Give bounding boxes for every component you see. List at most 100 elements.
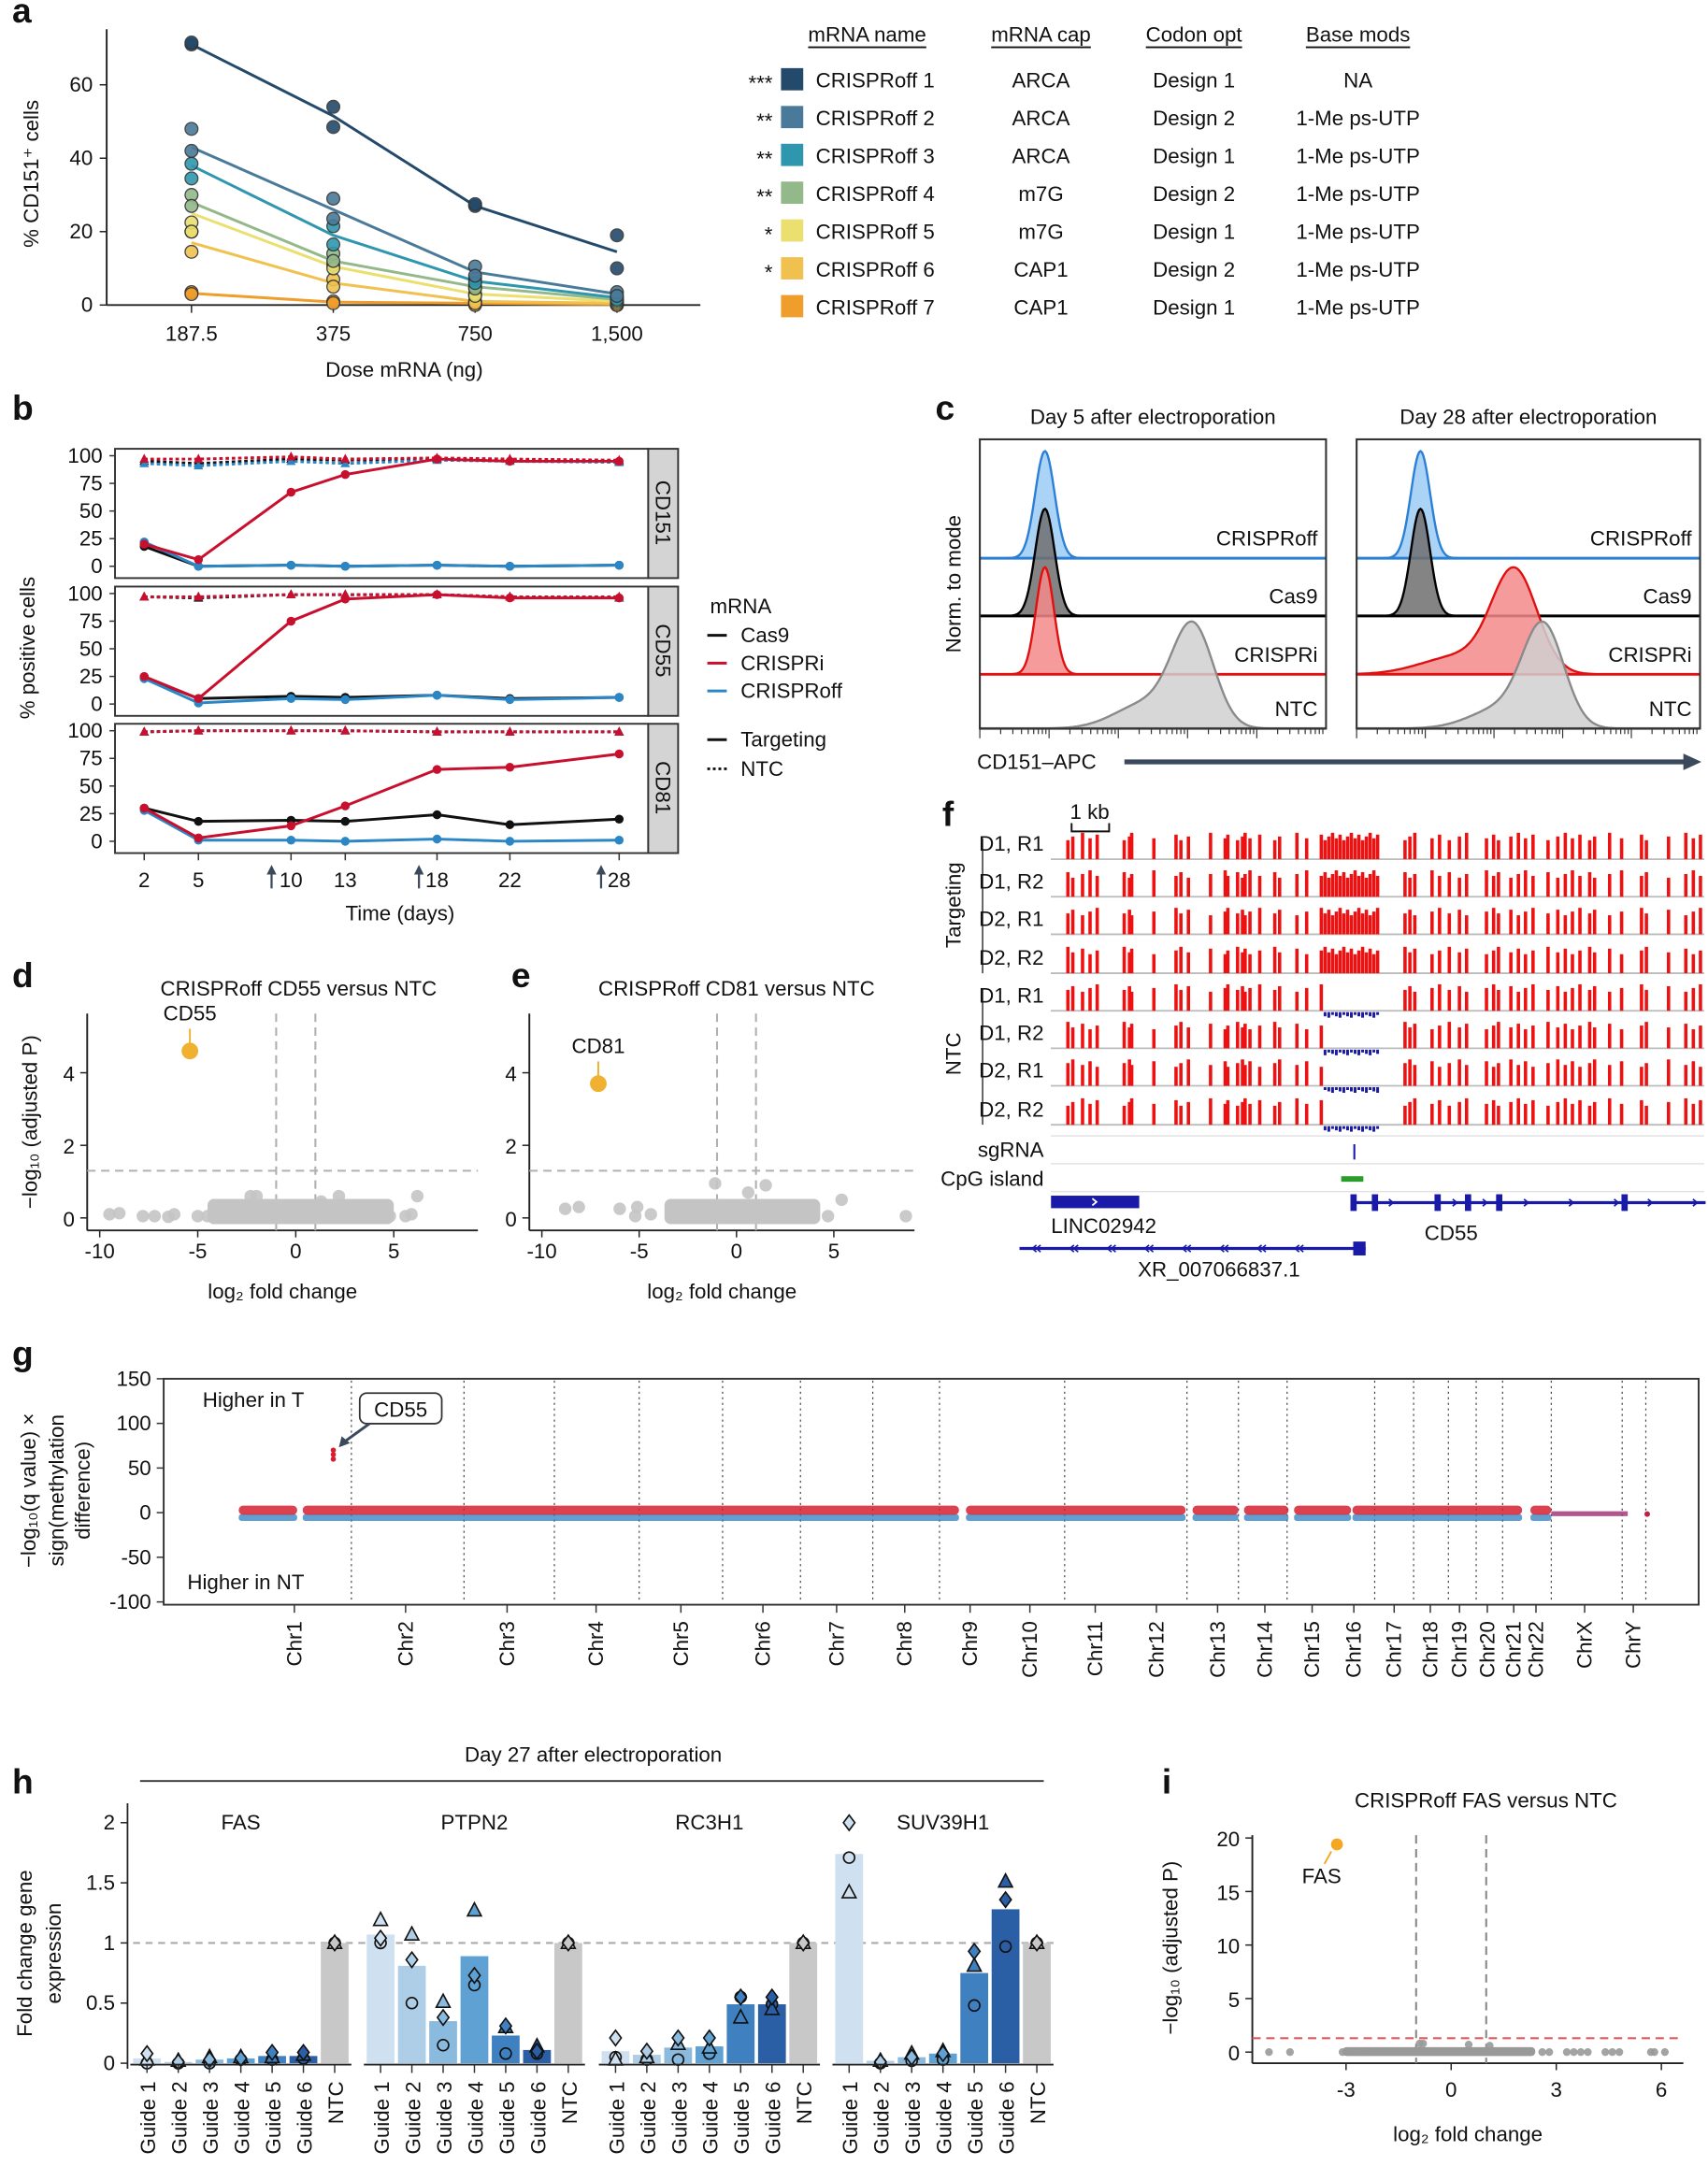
category-label: Guide 5 — [964, 2081, 987, 2154]
data-point — [139, 453, 150, 464]
methylated-cpg — [1364, 877, 1369, 897]
methylated-cpg — [1257, 908, 1262, 935]
legend-header: mRNA name — [808, 23, 926, 47]
methylated-cpg — [1127, 1101, 1131, 1126]
methylated-cpg — [1186, 836, 1190, 860]
unmethylated-cpg — [1345, 1087, 1349, 1090]
gene-point — [410, 1189, 424, 1203]
methylation-band-t — [966, 1505, 1186, 1515]
methylated-cpg — [1272, 946, 1277, 974]
category-label: Guide 3 — [667, 2081, 691, 2154]
chromosome-label: Chr8 — [893, 1621, 916, 1666]
chromosome-label: Chr21 — [1502, 1621, 1526, 1678]
methylation-track: D1, R1 — [979, 983, 1704, 1018]
unmethylated-cpg — [1323, 1126, 1327, 1131]
methylated-cpg — [1413, 948, 1417, 974]
methylated-cpg — [1438, 875, 1442, 897]
gene-point — [1584, 2048, 1592, 2057]
data-point — [286, 694, 296, 703]
methylated-cpg — [1457, 1027, 1461, 1049]
chromosome-label: Chr5 — [669, 1621, 693, 1666]
methylated-cpg — [1186, 1059, 1190, 1086]
methylated-cpg — [1684, 915, 1688, 935]
unmethylated-cpg — [1327, 1011, 1330, 1018]
category-label: Guide 2 — [870, 2081, 894, 2154]
unmethylated-cpg — [1323, 1087, 1327, 1090]
replicate-diamond — [296, 2043, 310, 2062]
y-tick-label: 75 — [79, 472, 103, 495]
unmethylated-cpg — [1357, 1126, 1361, 1131]
methylated-cpg — [1338, 834, 1342, 860]
methylated-cpg — [1323, 871, 1328, 897]
methylation-band-nt — [1294, 1513, 1352, 1522]
y-tick-label: 0 — [505, 1208, 516, 1231]
methylated-cpg — [1408, 985, 1412, 1011]
methylated-cpg — [1619, 1103, 1624, 1126]
methylated-cpg — [1640, 1025, 1643, 1049]
y-axis-label: −log₁₀(q value) × — [17, 1413, 40, 1569]
gene-point — [1464, 2040, 1473, 2049]
methylated-cpg — [1295, 832, 1299, 860]
methylated-cpg — [1497, 989, 1500, 1011]
methylated-cpg — [1571, 954, 1574, 974]
methylated-cpg — [1497, 1063, 1500, 1086]
data-point — [194, 694, 204, 703]
y-tick-label: 2 — [63, 1135, 74, 1158]
methylated-cpg — [1334, 838, 1339, 860]
replicate-diamond — [702, 2029, 716, 2047]
facet-FAS: FAS Guide 1 Guide 2 Guide 3 Guide 4 Guide 5 Gu… — [130, 1811, 352, 2154]
panel-label: g — [12, 1333, 34, 1372]
base-mods: 1-Me ps-UTP — [1296, 258, 1420, 281]
replicate-circle — [499, 2047, 512, 2060]
unmethylated-cpg — [1365, 1126, 1369, 1129]
methylated-cpg — [1304, 1029, 1309, 1049]
methylated-cpg — [1619, 838, 1624, 860]
exon — [1371, 1194, 1379, 1212]
methylated-cpg — [1088, 911, 1092, 935]
methylated-cpg — [1304, 838, 1309, 860]
panel-label: a — [12, 0, 32, 30]
methylated-cpg — [1241, 1059, 1244, 1086]
panel-b-timecourse: CD1510255075100CD550255075100CD810255075… — [16, 444, 843, 925]
methylation-band-nt — [1352, 1513, 1523, 1522]
mrna-name: CRISPRoff 3 — [816, 145, 935, 168]
data-point — [286, 835, 296, 845]
replicate-diamond — [936, 2044, 950, 2063]
methylated-cpg — [1295, 873, 1299, 897]
y-tick-label: 40 — [69, 147, 93, 170]
category-label: Guide 5 — [262, 2081, 285, 2154]
methylated-cpg — [1464, 832, 1469, 860]
methylated-cpg — [1607, 1065, 1612, 1086]
methylated-cpg — [1349, 915, 1354, 935]
methylated-cpg — [1607, 1024, 1612, 1049]
methylated-cpg — [1578, 834, 1582, 860]
methylated-cpg — [1236, 989, 1240, 1011]
methylated-cpg — [1257, 1099, 1262, 1126]
methylated-cpg — [1592, 877, 1597, 897]
data-point — [432, 810, 442, 820]
methylated-cpg — [1095, 1099, 1099, 1126]
chart-title: CRISPRoff CD55 versus NTC — [160, 977, 437, 1000]
y-tick-label: 150 — [116, 1367, 151, 1390]
methylation-band-t — [1530, 1505, 1552, 1515]
methylated-cpg — [1699, 834, 1702, 860]
unmethylated-cpg — [1330, 1126, 1334, 1129]
legend-table: mRNA name mRNA cap Codon opt Base mods*** CR… — [748, 23, 1419, 320]
higher-in-nt-label: Higher in NT — [187, 1570, 305, 1594]
methylated-cpg — [1127, 1027, 1131, 1049]
methylated-cpg — [1248, 1061, 1252, 1086]
replicate-triangle — [764, 2000, 781, 2015]
methylated-cpg — [1243, 1097, 1247, 1126]
category-label: Guide 1 — [370, 2081, 394, 2154]
facet-strip-label: CD55 — [652, 624, 675, 677]
methylated-cpg — [1578, 950, 1582, 974]
methylated-cpg — [1464, 915, 1469, 935]
replicate-circle — [437, 2039, 450, 2052]
methylated-cpg — [1571, 1029, 1574, 1049]
methylated-cpg — [1699, 1067, 1702, 1086]
methylated-cpg — [1304, 1103, 1309, 1126]
mrna-cap: ARCA — [1012, 69, 1070, 93]
methylated-cpg — [1524, 1061, 1528, 1086]
methylated-cpg — [1563, 873, 1568, 897]
methylated-cpg — [1640, 875, 1643, 897]
